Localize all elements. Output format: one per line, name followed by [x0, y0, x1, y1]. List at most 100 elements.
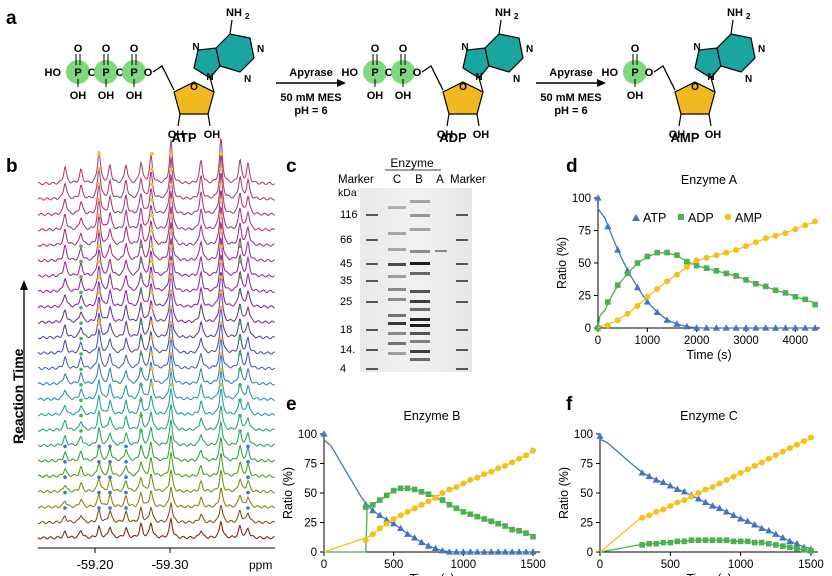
- arrow-buffer-label: 50 mM MES: [540, 92, 601, 104]
- nmr-peak-marker: [169, 383, 173, 387]
- atom-label-o: O: [102, 43, 111, 55]
- nmr-trace: [37, 353, 275, 386]
- x-tick-label: 1000: [728, 559, 754, 571]
- phosphate-highlight-circle: [94, 60, 118, 84]
- imidazole-ring: [462, 47, 490, 79]
- nmr-peak-marker: [79, 290, 83, 295]
- gel-band-lane-a: [435, 250, 447, 252]
- y-tick-label: 50: [580, 488, 593, 500]
- atom-label-o: O: [691, 82, 699, 93]
- data-point-amp: [467, 477, 474, 484]
- nmr-peak-marker: [108, 475, 112, 480]
- arrow-buffer-label: 50 mM MES: [280, 92, 341, 104]
- nmr-peak-marker: [246, 506, 250, 510]
- panel-letter-b: b: [6, 156, 18, 177]
- data-point-amp: [702, 486, 709, 493]
- nmr-peak-marker: [238, 306, 242, 310]
- atom-label-n: N: [244, 74, 251, 85]
- atom-label-oh: OH: [705, 129, 722, 141]
- gel-band-marker: [456, 301, 468, 303]
- data-point-amp: [488, 468, 495, 475]
- chart-title: Enzyme C: [680, 409, 738, 423]
- data-point-amp: [730, 473, 737, 480]
- data-point-atp: [638, 469, 646, 476]
- nmr-peak-marker: [238, 413, 242, 418]
- legend-label: ATP: [643, 211, 666, 225]
- data-point-adp: [446, 502, 453, 508]
- nmr-x-unit: ppm: [249, 558, 272, 572]
- gel-marker-label: 116: [340, 209, 358, 221]
- phosphate-highlight-circle: [363, 60, 387, 84]
- nmr-trace: [37, 336, 275, 371]
- nmr-peak-marker: [169, 321, 173, 326]
- data-point-amp: [758, 459, 765, 466]
- gel-band-lane-b: [410, 200, 430, 203]
- data-point-atp: [480, 548, 488, 555]
- nmr-peak-marker: [79, 336, 83, 341]
- data-point-amp: [411, 505, 418, 512]
- atom-label-oh: OH: [367, 90, 384, 102]
- atom-label-nh2: NH: [226, 7, 242, 19]
- y-tick-label: 50: [578, 258, 591, 270]
- data-point-atp: [431, 544, 440, 552]
- data-point-adp: [751, 539, 758, 546]
- nmr-peak-marker: [139, 259, 143, 264]
- data-point-adp: [762, 283, 769, 290]
- atom-label-p: P: [399, 67, 406, 79]
- data-point-atp: [473, 548, 481, 555]
- y-tick-label: 25: [304, 518, 317, 530]
- data-point-adp: [653, 540, 660, 547]
- atom-label-n: N: [745, 74, 752, 85]
- nmr-peak-marker: [97, 244, 101, 248]
- data-point-adp: [723, 270, 730, 277]
- data-point-amp: [644, 293, 651, 300]
- nmr-peak-marker: [124, 506, 128, 510]
- atom-label-n: N: [758, 44, 765, 55]
- data-point-adp: [418, 489, 425, 495]
- nmr-peak-marker: [150, 229, 154, 233]
- nmr-peak-marker: [238, 290, 242, 295]
- nmr-peak-marker: [238, 352, 242, 356]
- gel-band-lane-b: [410, 318, 430, 321]
- data-point-adp: [787, 544, 793, 551]
- arrow-enzyme-label: Apyrase: [549, 67, 592, 79]
- data-point-adp: [702, 537, 709, 543]
- data-point-amp: [713, 252, 720, 259]
- nmr-peak-marker: [219, 213, 223, 218]
- atom-label-n: N: [461, 42, 468, 53]
- data-point-adp: [404, 485, 411, 492]
- data-point-amp: [683, 263, 690, 270]
- data-point-adp: [703, 265, 710, 271]
- atom-label-p: P: [631, 67, 638, 79]
- data-point-atp: [438, 547, 447, 554]
- atom-label-oh: OH: [437, 129, 454, 141]
- data-point-atp: [779, 534, 787, 541]
- fit-curve-adp: [597, 252, 816, 329]
- gel-marker-label: 18: [340, 324, 352, 336]
- gel-band-marker: [456, 280, 468, 282]
- gel-band-marker: [456, 368, 468, 370]
- data-point-amp: [425, 498, 432, 505]
- nmr-xtick-label: -59.20: [77, 557, 114, 572]
- data-point-atp: [369, 506, 377, 514]
- data-point-adp: [716, 537, 723, 543]
- x-axis-label: Time (s): [686, 348, 731, 362]
- gel-band-lane-b: [410, 340, 430, 343]
- gel-band-lane-b: [410, 300, 430, 303]
- chart-enzyme-c: Enzyme C0255075100050010001500Time (s)Ra…: [557, 409, 824, 576]
- atom-label-ho: HO: [602, 67, 619, 79]
- data-point-adp: [737, 538, 744, 545]
- nmr-peak-marker: [169, 229, 173, 233]
- y-tick-label: 75: [304, 459, 317, 471]
- atom-label-n: N: [707, 72, 714, 83]
- data-point-atp: [694, 495, 703, 502]
- gel-lane-label: B: [415, 174, 423, 186]
- gel-marker-labels: 116 66 45 35 25 18 14. 4: [340, 209, 358, 375]
- gel-band-lane-b: [410, 272, 430, 275]
- data-point-amp: [432, 494, 439, 501]
- data-point-adp: [467, 511, 474, 518]
- nmr-peak-marker: [97, 444, 101, 449]
- data-point-amp: [674, 499, 681, 506]
- nmr-peak-marker: [79, 321, 83, 326]
